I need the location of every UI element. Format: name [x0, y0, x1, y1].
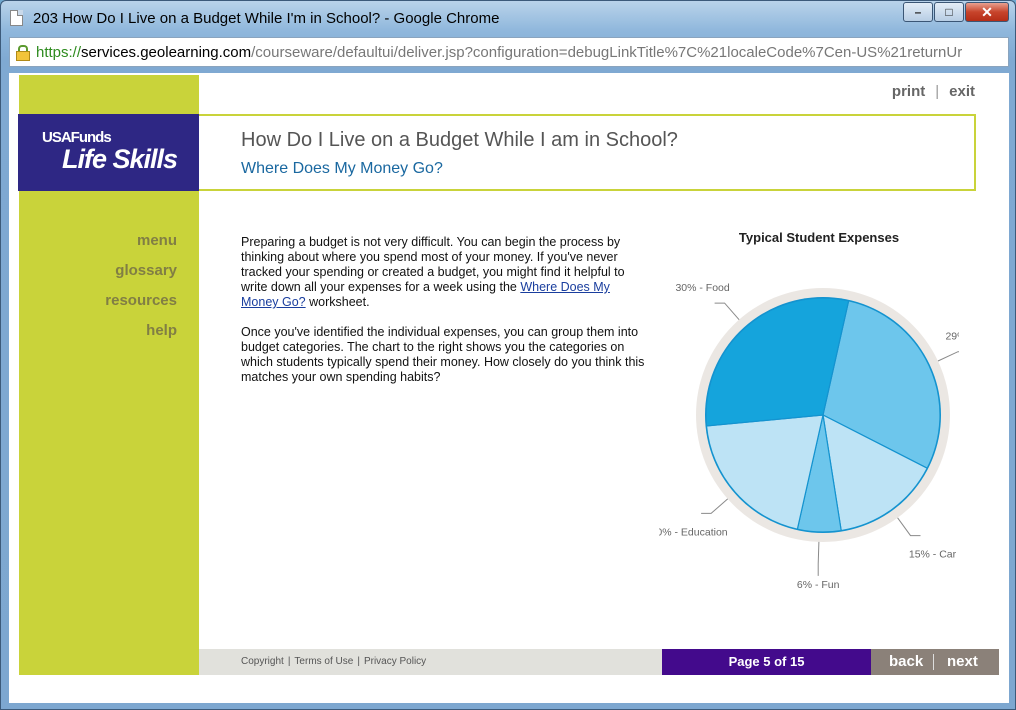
- slice-leader-line: [817, 541, 820, 576]
- page-header: How Do I Live on a Budget While I am in …: [199, 114, 976, 191]
- slice-label: 15% - Car: [909, 549, 957, 561]
- slice-label: 6% - Fun: [797, 579, 840, 591]
- sidebar-nav: menu glossary resources help: [19, 231, 177, 351]
- lesson-text: Preparing a budget is not very difficult…: [241, 235, 647, 400]
- footer-links: Copyright | Terms of Use | Privacy Policy: [241, 656, 426, 667]
- slice-leader-line: [937, 351, 968, 362]
- address-bar[interactable]: https://services.geolearning.com/coursew…: [9, 37, 1009, 67]
- logo-usafunds-text: USAFunds: [42, 129, 112, 146]
- pie-slice: [822, 413, 929, 532]
- pie-slice: [705, 414, 824, 530]
- sidebar-item-help[interactable]: help: [146, 322, 177, 339]
- footer-separator: |: [357, 656, 360, 667]
- next-button[interactable]: next: [947, 653, 978, 670]
- copyright-link[interactable]: Copyright: [241, 656, 284, 667]
- url-host: services.geolearning.com: [81, 44, 252, 61]
- nav-divider: [933, 654, 934, 670]
- logo-lifeskills-text: Life Skills: [62, 144, 178, 174]
- exit-link[interactable]: exit: [949, 83, 975, 100]
- page-title: How Do I Live on a Budget While I am in …: [241, 129, 678, 151]
- title-bar: 203 How Do I Live on a Budget While I'm …: [1, 1, 1015, 35]
- slice-label: 20% - Education: [659, 526, 728, 538]
- pie-chart-svg: Typical Student Expenses 29% - Housing 15%…: [651, 230, 1015, 591]
- paragraph-1-end: worksheet.: [305, 295, 370, 309]
- privacy-policy-link[interactable]: Privacy Policy: [363, 656, 427, 667]
- pie-slice: [705, 297, 850, 427]
- print-link[interactable]: print: [891, 83, 926, 100]
- paragraph-1-text: Preparing a budget is not very difficult…: [241, 235, 625, 294]
- chart-title: Typical Student Expenses: [739, 230, 899, 245]
- pie-slice: [822, 300, 941, 470]
- url-text[interactable]: https://services.geolearning.com/coursew…: [36, 44, 1004, 61]
- url-path: /courseware/defaultui/deliver.jsp?config…: [251, 44, 963, 61]
- maximize-button[interactable]: □: [934, 2, 964, 22]
- url-scheme: https://: [36, 44, 82, 61]
- slice-leader-line: [701, 498, 729, 514]
- back-button[interactable]: back: [889, 653, 924, 670]
- window-controls: – □ ✕: [902, 2, 1009, 22]
- worksheet-link[interactable]: Where Does My Money Go?: [241, 280, 610, 309]
- slice-leader-line: [897, 517, 921, 537]
- page-viewport: USAFunds Life Skills print | exit How Do I…: [9, 73, 1015, 703]
- page-nav-buttons: back next: [871, 649, 999, 675]
- slice-label: 30% - Food: [675, 282, 729, 294]
- document-icon: [10, 10, 23, 26]
- paragraph-1: Preparing a budget is not very difficult…: [241, 235, 647, 310]
- minimize-button[interactable]: –: [903, 2, 933, 22]
- slice-label: 29% - Housing: [945, 331, 959, 343]
- utility-separator: |: [935, 83, 940, 100]
- sidebar-item-glossary[interactable]: glossary: [115, 262, 177, 279]
- expenses-pie-chart: Typical Student Expenses 29% - Housing 15%…: [651, 223, 1015, 593]
- utility-links: print | exit: [892, 83, 975, 100]
- sidebar-item-resources[interactable]: resources: [105, 292, 177, 309]
- footer-bar: Copyright | Terms of Use | Privacy Policy: [199, 649, 662, 675]
- terms-of-use-link[interactable]: Terms of Use: [294, 656, 354, 667]
- brand-logo: USAFunds Life Skills: [18, 114, 199, 191]
- page-indicator: Page 5 of 15: [662, 649, 871, 675]
- slice-leader-line: [714, 302, 740, 321]
- page-subtitle: Where Does My Money Go?: [241, 160, 443, 177]
- lock-icon[interactable]: [16, 45, 30, 61]
- footer-separator: |: [287, 656, 291, 667]
- sidebar-item-menu[interactable]: menu: [136, 232, 177, 249]
- close-button[interactable]: ✕: [965, 2, 1009, 22]
- window-title: 203 How Do I Live on a Budget While I'm …: [33, 10, 500, 27]
- paragraph-2: Once you've identified the individual ex…: [241, 325, 645, 384]
